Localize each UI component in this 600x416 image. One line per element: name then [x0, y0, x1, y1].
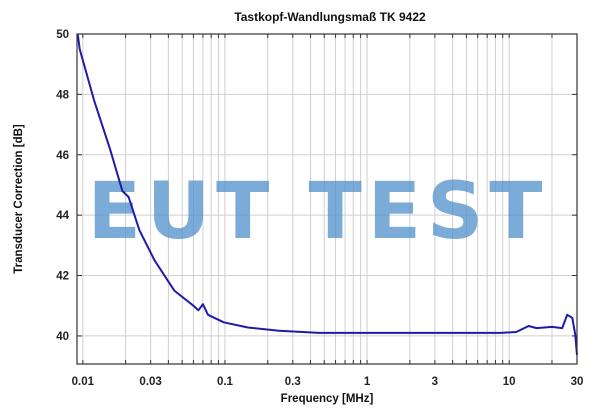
watermark: EUT TEST	[88, 167, 549, 257]
x-tick-label: 30	[571, 376, 584, 388]
x-tick-label: 10	[503, 376, 516, 388]
y-tick-label: 44	[56, 210, 69, 222]
y-tick-label: 40	[56, 331, 69, 343]
x-tick-labels: 0.01 0.03 0.1 0.3 1 3 10 30	[72, 376, 584, 388]
y-axis-label: Transducer Correction [dB]	[13, 124, 25, 274]
x-tick-label: 0.03	[139, 376, 161, 388]
x-axis-label: Frequency [MHz]	[281, 393, 374, 405]
y-tick-labels: 40 42 44 46 48 50	[56, 29, 69, 343]
x-tick-label: 1	[364, 376, 371, 388]
x-tick-label: 3	[432, 376, 438, 388]
grid	[77, 33, 578, 364]
y-tick-label: 50	[56, 29, 69, 41]
series-line	[76, 33, 578, 355]
y-tick-label: 42	[56, 271, 69, 283]
chart-title: Tastkopf-Wandlungsmaß TK 9422	[234, 10, 426, 24]
y-tick-label: 46	[56, 150, 69, 162]
x-tick-label: 0.1	[217, 376, 234, 388]
y-tick-label: 48	[56, 89, 69, 101]
x-tick-label: 0.3	[285, 376, 301, 388]
x-tick-label: 0.01	[72, 376, 95, 388]
plot-frame	[76, 33, 578, 365]
